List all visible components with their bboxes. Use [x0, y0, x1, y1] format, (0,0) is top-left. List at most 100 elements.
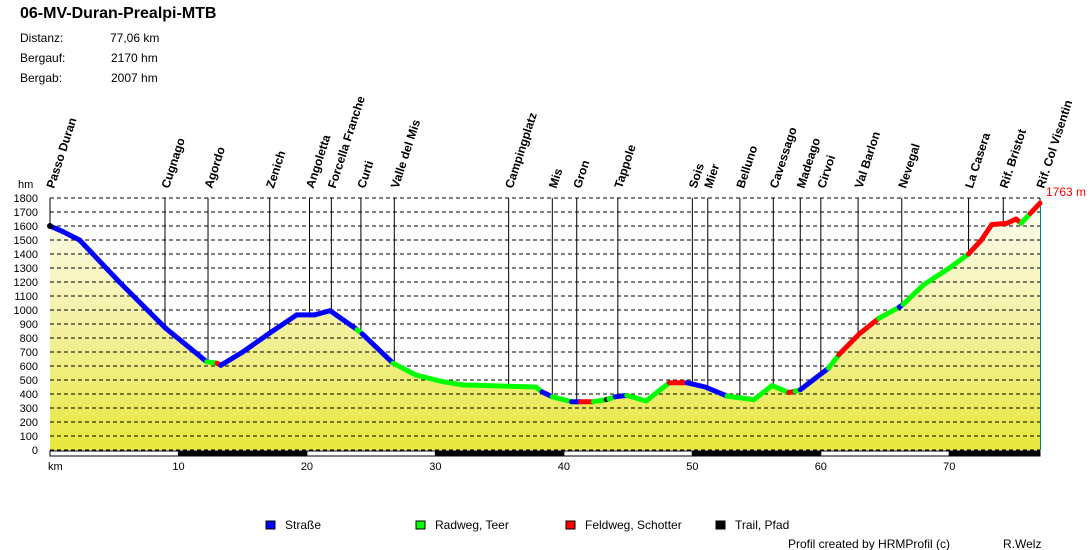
x-axis-bar-segment: [948, 450, 1041, 457]
x-axis-bar-segment: [49, 450, 179, 457]
y-tick-label: 1200: [14, 277, 38, 289]
legend-label-S: Straße: [285, 518, 321, 532]
legend-label-R: Radweg, Teer: [435, 518, 509, 532]
y-tick-label: 1800: [14, 193, 38, 205]
profile-segment-R: [826, 352, 842, 371]
profile-segment-R: [900, 282, 927, 307]
profile-segment-S: [240, 330, 273, 355]
profile-segment-S: [267, 312, 300, 336]
waypoint-label: Zenich: [263, 149, 288, 190]
profile-segment-S: [77, 237, 122, 285]
y-tick-label: 300: [20, 403, 38, 415]
y-tick-label: 600: [20, 361, 38, 373]
profile-segment-S: [359, 331, 396, 366]
x-tick-label: 70: [943, 461, 955, 473]
profile-segment-R: [624, 392, 649, 404]
y-tick-label: 100: [20, 431, 38, 443]
profile-segment-R: [390, 360, 419, 378]
profile-segment-R: [724, 393, 757, 403]
waypoint-label: Rif. Col Visentin: [1034, 98, 1076, 190]
profile-segment-R: [413, 372, 445, 384]
start-marker: [47, 223, 53, 229]
waypoint-label: Cugnago: [159, 136, 188, 190]
profile-segment-S: [327, 308, 360, 333]
profile-segment-R: [459, 382, 539, 390]
stat-value-descent: 2007 hm: [111, 71, 158, 85]
waypoint-label: Nevegal: [895, 142, 923, 190]
waypoint-label: Curti: [354, 159, 376, 190]
x-tick-label: 60: [815, 461, 827, 473]
stat-value-ascent: 2170 hm: [111, 51, 158, 65]
x-tick-label: 30: [429, 461, 441, 473]
profile-segment-F: [978, 222, 995, 243]
waypoint-label: La Casera: [962, 131, 993, 190]
x-tick-label: 20: [301, 461, 313, 473]
legend-label-T: Trail, Pfad: [735, 518, 789, 532]
waypoint-label: Passo Duran: [44, 116, 80, 190]
x-tick-label: 50: [686, 461, 698, 473]
profile-segment-S: [163, 325, 194, 352]
x-tick-label: 10: [172, 461, 184, 473]
y-tick-label: 1000: [14, 305, 38, 317]
profile-segment-R: [876, 304, 902, 321]
stat-label-distance: Distanz:: [20, 31, 64, 45]
y-axis-label: hm: [18, 179, 33, 191]
profile-segment-S: [188, 346, 210, 365]
x-axis-bar-segment: [820, 450, 950, 457]
waypoint-label: Valle del Mis: [388, 117, 423, 190]
profile-segment-F: [966, 237, 984, 257]
y-tick-label: 800: [20, 333, 38, 345]
y-tick-label: 700: [20, 347, 38, 359]
legend-swatch-F: [565, 520, 576, 530]
y-tick-label: 200: [20, 417, 38, 429]
profile-segment-S: [702, 384, 730, 399]
x-axis-label: km: [48, 461, 63, 473]
waypoint-label: Tappole: [611, 142, 638, 190]
profile-segment-R: [643, 380, 672, 404]
legend-label-F: Feldweg, Schotter: [585, 518, 682, 532]
footer-credit: Profil created by HRMProfil (c): [788, 537, 951, 550]
footer-author: R.Welz: [1003, 537, 1042, 550]
profile-segment-R: [921, 265, 952, 288]
profile-area: [50, 203, 1040, 450]
waypoint-label: Cirvoi: [814, 153, 838, 190]
stat-label-descent: Bergab:: [20, 71, 63, 85]
y-tick-label: 1100: [14, 291, 38, 303]
profile-segment-R: [769, 383, 792, 396]
stat-value-distance: 77,06 km: [110, 31, 160, 45]
profile-segment-S: [60, 229, 83, 243]
y-tick-label: 500: [20, 375, 38, 387]
y-tick-label: 400: [20, 389, 38, 401]
profile-segment-F: [1027, 200, 1043, 216]
profile-segment-S: [218, 349, 246, 368]
waypoint-label: Gron: [570, 158, 592, 190]
y-tick-label: 0: [32, 445, 38, 457]
legend-swatch-S: [265, 520, 276, 530]
waypoint-label: Campingplatz: [502, 111, 540, 190]
waypoint-label: Agordo: [202, 145, 228, 190]
profile-segment-F: [989, 220, 1010, 228]
waypoint-label: Belluno: [733, 144, 760, 190]
profile-segment-F: [836, 331, 862, 358]
profile-segment-S: [116, 279, 169, 331]
stat-label-ascent: Bergauf:: [20, 51, 66, 65]
y-tick-label: 1300: [14, 263, 38, 275]
profile-segment-S: [684, 380, 708, 390]
profile-segment-F: [856, 315, 882, 337]
profile-segment-S: [312, 308, 333, 318]
profile-segment-S: [797, 365, 832, 393]
y-tick-label: 1700: [14, 207, 38, 219]
x-axis-bar-segment: [177, 450, 308, 457]
profile-segment-R: [439, 378, 465, 388]
profile-segment-R: [946, 251, 972, 271]
page-title: 06-MV-Duran-Prealpi-MTB: [20, 5, 217, 22]
y-tick-label: 1400: [14, 249, 38, 261]
waypoint-label: Mis: [546, 166, 566, 190]
legend-swatch-R: [415, 520, 426, 530]
waypoint-label: Rif. Bristot: [997, 127, 1029, 190]
x-axis-bar-segment: [691, 450, 822, 457]
x-axis-bar-segment: [434, 450, 565, 457]
y-tick-label: 900: [20, 319, 38, 331]
